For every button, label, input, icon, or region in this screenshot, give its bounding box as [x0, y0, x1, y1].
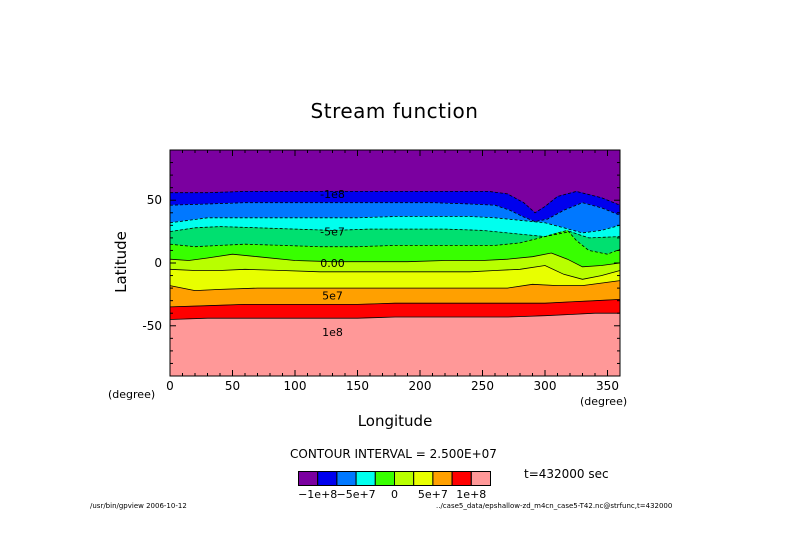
contour-line-9 [169, 312, 620, 320]
contour-labels: -1e8 -5e7 0.00 5e7 1e8 [320, 188, 345, 339]
colorbar-cell [317, 471, 338, 486]
footer-right-text: ../case5_data/epshallow-zd_m4cn_case5-T4… [436, 502, 673, 510]
colorbar-cell [355, 471, 376, 486]
colorbar-cell [432, 471, 453, 486]
y-tick-label: 0 [154, 256, 162, 270]
contour-interval-text: CONTOUR INTERVAL = 2.500E+07 [290, 447, 497, 461]
x-tick-label: 50 [225, 379, 240, 393]
chart-title: Stream function [310, 99, 479, 123]
contour-line-1 [169, 202, 621, 223]
contour-label: -5e7 [320, 226, 345, 239]
contour-label: 1e8 [322, 326, 343, 339]
colorbar-labels: −1e+8 −5e+7 0 5e+7 1e+8 [298, 488, 486, 501]
time-label: t=432000 sec [524, 467, 609, 481]
contour-line-0 [170, 190, 621, 214]
colorbar-cell [298, 471, 319, 486]
contour-line-4 [169, 229, 621, 255]
contour-line-5 [169, 252, 621, 268]
colorbar-label: 1e+8 [456, 488, 486, 501]
colorbar-cell [470, 471, 492, 486]
colorbar-cell [374, 471, 396, 486]
y-axis-label: Latitude [112, 231, 130, 293]
x-axis-label: Longitude [357, 412, 433, 430]
y-axis-unit: (degree) [108, 388, 156, 401]
colorbar-label: 0 [391, 488, 398, 501]
colorbar-cells [298, 471, 492, 486]
contour-lines [169, 190, 621, 320]
footer-left-text: /usr/bin/gpview 2006-10-12 [90, 502, 187, 510]
contour-line-2 [169, 216, 621, 234]
colorbar-cell [451, 471, 472, 486]
contour-line-7 [169, 280, 621, 292]
colorbar-label: −5e+7 [336, 488, 375, 501]
colorbar-label: 5e+7 [418, 488, 448, 501]
y-axis-ticks: 50 0 -50 [142, 162, 620, 364]
colorbar: −1e+8 −5e+7 0 5e+7 1e+8 [298, 471, 492, 501]
contour-band-10 [169, 312, 621, 377]
contour-label: -1e8 [320, 188, 345, 201]
x-tick-label: 200 [409, 379, 432, 393]
contour-line-6 [169, 265, 621, 280]
x-tick-label: 100 [284, 379, 307, 393]
x-axis-unit: (degree) [580, 395, 628, 408]
contour-label: 5e7 [322, 290, 343, 303]
x-axis-ticks: 0 50 100 150 200 250 300 350 [166, 150, 619, 393]
colorbar-cell [336, 471, 357, 486]
y-tick-label: 50 [147, 193, 162, 207]
contour-line-3 [169, 226, 621, 239]
contour-fill-bands [169, 149, 621, 377]
x-tick-label: 350 [596, 379, 619, 393]
x-tick-label: 150 [346, 379, 369, 393]
x-tick-label: 300 [534, 379, 557, 393]
x-tick-label: 250 [471, 379, 494, 393]
contour-line-8 [169, 299, 621, 308]
contour-label: 0.00 [320, 257, 345, 270]
colorbar-label: −1e+8 [298, 488, 337, 501]
x-tick-label: 0 [166, 379, 174, 393]
colorbar-cell [394, 471, 415, 486]
y-tick-label: -50 [142, 319, 162, 333]
colorbar-cell [413, 471, 434, 486]
